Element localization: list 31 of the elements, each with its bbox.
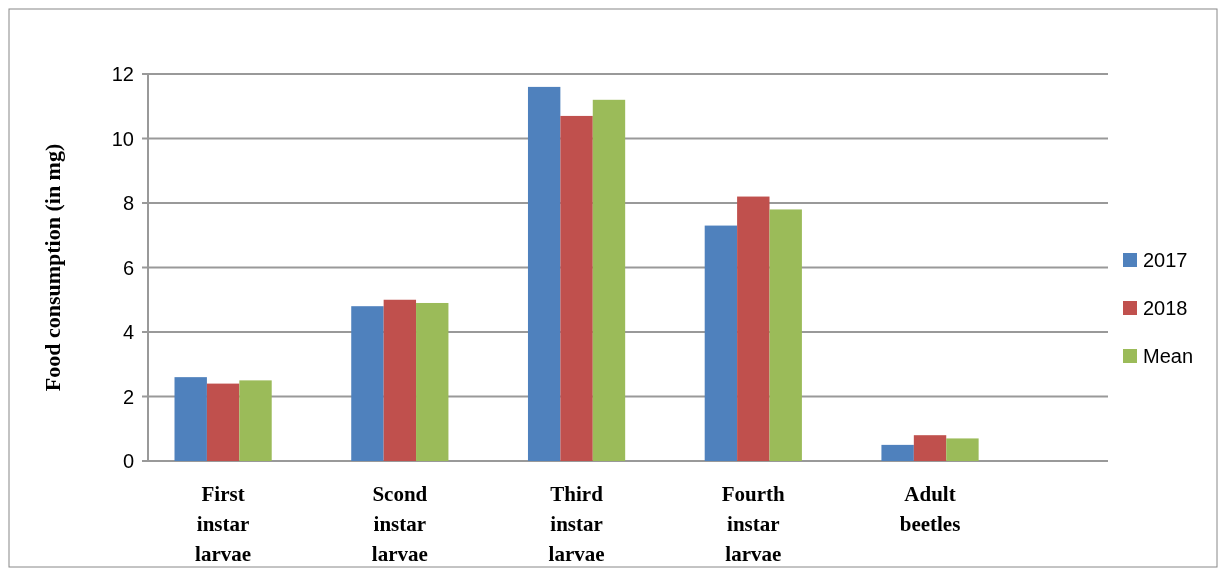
legend-label: Mean bbox=[1143, 345, 1194, 367]
legend-label: 2017 bbox=[1143, 249, 1188, 271]
bar bbox=[913, 435, 947, 461]
bar bbox=[416, 302, 449, 461]
bar bbox=[351, 306, 384, 461]
x-tick-label: Scond instar larvae bbox=[371, 482, 428, 566]
legend-label: 2018 bbox=[1143, 297, 1188, 319]
bar bbox=[769, 209, 802, 461]
x-tick-label: First instar larvae bbox=[195, 482, 252, 566]
x-tick-label: Third instar larvae bbox=[548, 482, 605, 566]
x-tick-label: Adult beetles bbox=[899, 482, 961, 536]
y-tick-label: 0 bbox=[122, 450, 134, 472]
y-tick-label: 4 bbox=[122, 321, 134, 343]
y-tick-label: 6 bbox=[122, 256, 134, 279]
bar bbox=[239, 380, 272, 461]
bar bbox=[704, 225, 738, 461]
y-tick-label: 2 bbox=[122, 385, 134, 408]
bar bbox=[592, 99, 626, 461]
bar bbox=[946, 438, 979, 461]
bar bbox=[560, 115, 593, 461]
bar bbox=[383, 299, 417, 461]
x-tick-label: Fourth instar larvae bbox=[721, 482, 786, 566]
bar bbox=[881, 444, 914, 461]
y-tick-label: 12 bbox=[111, 63, 134, 85]
y-axis-title: Food consumption (in mg) bbox=[40, 143, 65, 392]
y-tick-label: 10 bbox=[111, 127, 134, 150]
y-tick-label: 8 bbox=[122, 192, 134, 214]
bar bbox=[174, 377, 207, 461]
bar bbox=[206, 383, 240, 461]
bar bbox=[527, 86, 561, 461]
bar bbox=[737, 196, 770, 461]
